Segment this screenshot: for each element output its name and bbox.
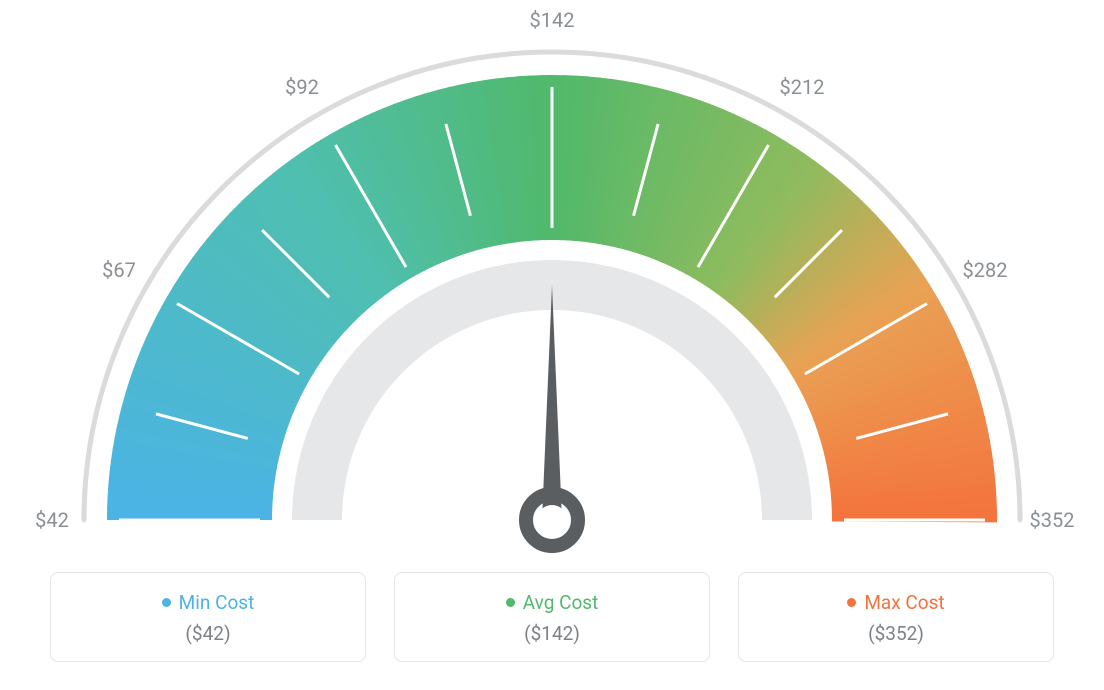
gauge-tick-label: $212: [780, 75, 825, 99]
min-dot-icon: [162, 598, 171, 607]
min-cost-card: Min Cost ($42): [50, 572, 366, 662]
gauge-chart: $42 $67 $92 $142 $212 $282 $352: [0, 0, 1104, 560]
gauge-tick-label: $142: [530, 8, 575, 32]
max-cost-value: ($352): [749, 622, 1043, 645]
min-cost-value: ($42): [61, 622, 355, 645]
avg-cost-card: Avg Cost ($142): [394, 572, 710, 662]
gauge-tick-label: $42: [35, 508, 69, 532]
gauge-svg: [42, 20, 1062, 560]
max-cost-card: Max Cost ($352): [738, 572, 1054, 662]
gauge-tick-label: $282: [963, 258, 1008, 282]
max-dot-icon: [847, 598, 856, 607]
max-cost-label: Max Cost: [864, 591, 944, 614]
avg-cost-value: ($142): [405, 622, 699, 645]
gauge-tick-label: $352: [1030, 508, 1075, 532]
max-cost-title: Max Cost: [847, 591, 944, 614]
avg-dot-icon: [506, 598, 515, 607]
gauge-tick-label: $67: [102, 258, 136, 282]
stat-cards-row: Min Cost ($42) Avg Cost ($142) Max Cost …: [50, 572, 1054, 662]
min-cost-title: Min Cost: [162, 591, 255, 614]
min-cost-label: Min Cost: [179, 591, 255, 614]
gauge-tick-label: $92: [285, 75, 319, 99]
avg-cost-title: Avg Cost: [506, 591, 599, 614]
avg-cost-label: Avg Cost: [523, 591, 599, 614]
